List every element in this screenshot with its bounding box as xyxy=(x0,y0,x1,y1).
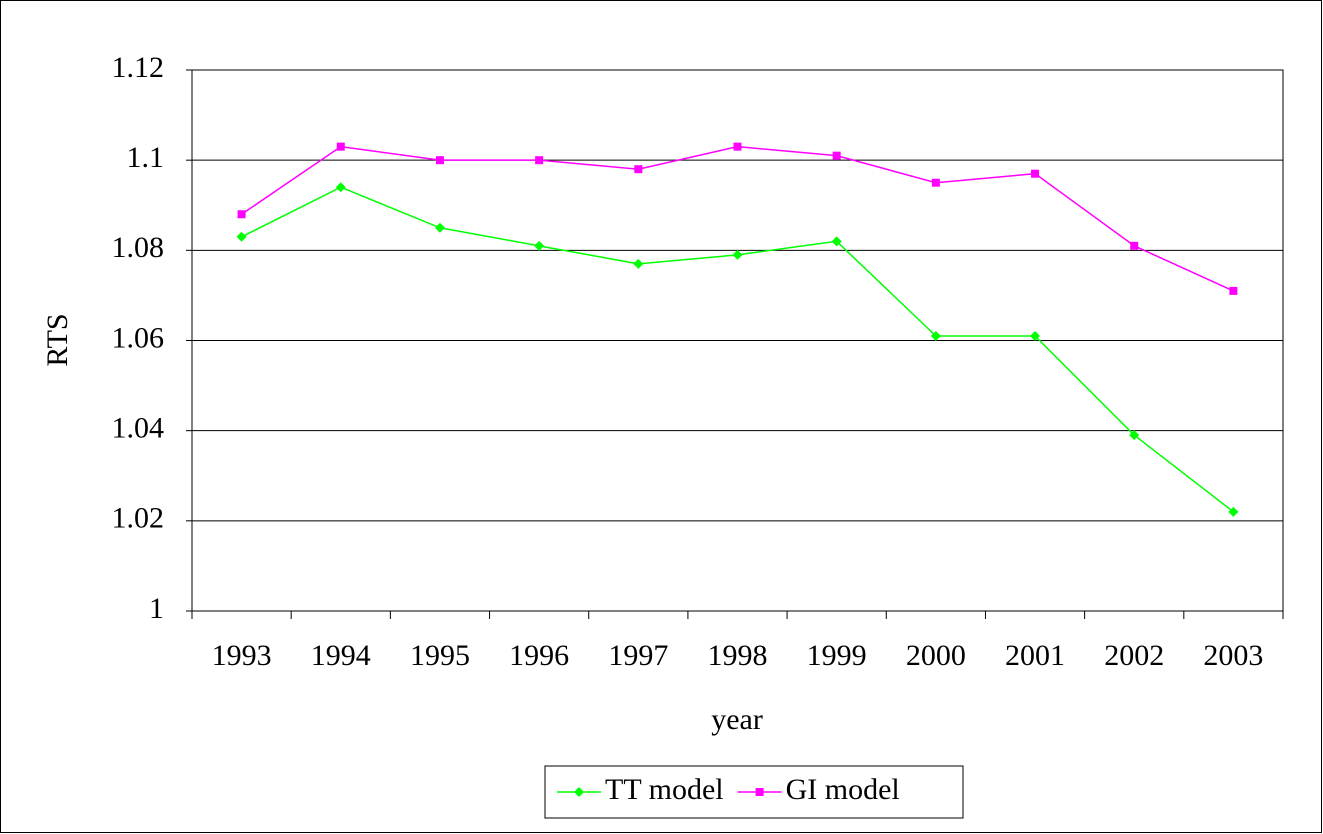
marker xyxy=(755,788,764,796)
y-tick-label: 1.06 xyxy=(112,321,165,354)
marker xyxy=(535,156,544,165)
marker xyxy=(1129,430,1140,441)
y-tick-label: 1.08 xyxy=(112,231,165,264)
marker xyxy=(574,787,584,797)
marker xyxy=(634,165,643,174)
marker xyxy=(435,156,444,165)
marker xyxy=(434,222,445,233)
marker xyxy=(1229,286,1238,295)
y-tick-label: 1.12 xyxy=(112,51,165,84)
y-tick-label: 1 xyxy=(149,592,164,625)
x-tick-label: 2002 xyxy=(1104,639,1164,672)
x-tick-label: 1993 xyxy=(212,639,272,672)
x-tick-label: 1998 xyxy=(708,639,768,672)
marker xyxy=(733,142,742,151)
marker xyxy=(534,240,545,251)
marker xyxy=(831,236,842,247)
x-tick-label: 1994 xyxy=(311,639,371,672)
marker xyxy=(1030,330,1041,341)
marker xyxy=(1031,169,1040,178)
x-tick-label: 1996 xyxy=(509,639,569,672)
marker xyxy=(930,330,941,341)
marker xyxy=(633,258,644,269)
marker xyxy=(335,182,346,193)
y-tick-label: 1.1 xyxy=(127,141,165,174)
x-tick-label: 1999 xyxy=(807,639,867,672)
marker xyxy=(832,151,841,160)
x-tick-label: 2003 xyxy=(1203,639,1263,672)
legend-label: GI model xyxy=(786,773,900,806)
y-tick-label: 1.02 xyxy=(112,502,165,535)
x-tick-label: 1995 xyxy=(410,639,470,672)
y-tick-label: 1.04 xyxy=(112,412,165,445)
marker xyxy=(336,142,345,151)
marker xyxy=(237,210,246,219)
x-tick-label: 1997 xyxy=(608,639,668,672)
x-tick-label: 2001 xyxy=(1005,639,1065,672)
x-axis-label: year xyxy=(711,703,763,736)
marker xyxy=(732,249,743,260)
marker xyxy=(236,231,247,242)
legend-label: TT model xyxy=(605,773,724,806)
marker xyxy=(931,178,940,187)
marker xyxy=(1130,241,1139,250)
legend-item: GI model xyxy=(737,773,900,806)
legend-item: TT model xyxy=(557,773,724,806)
x-tick-label: 2000 xyxy=(906,639,966,672)
marker xyxy=(1228,506,1239,517)
y-axis-label: RTS xyxy=(41,313,74,366)
